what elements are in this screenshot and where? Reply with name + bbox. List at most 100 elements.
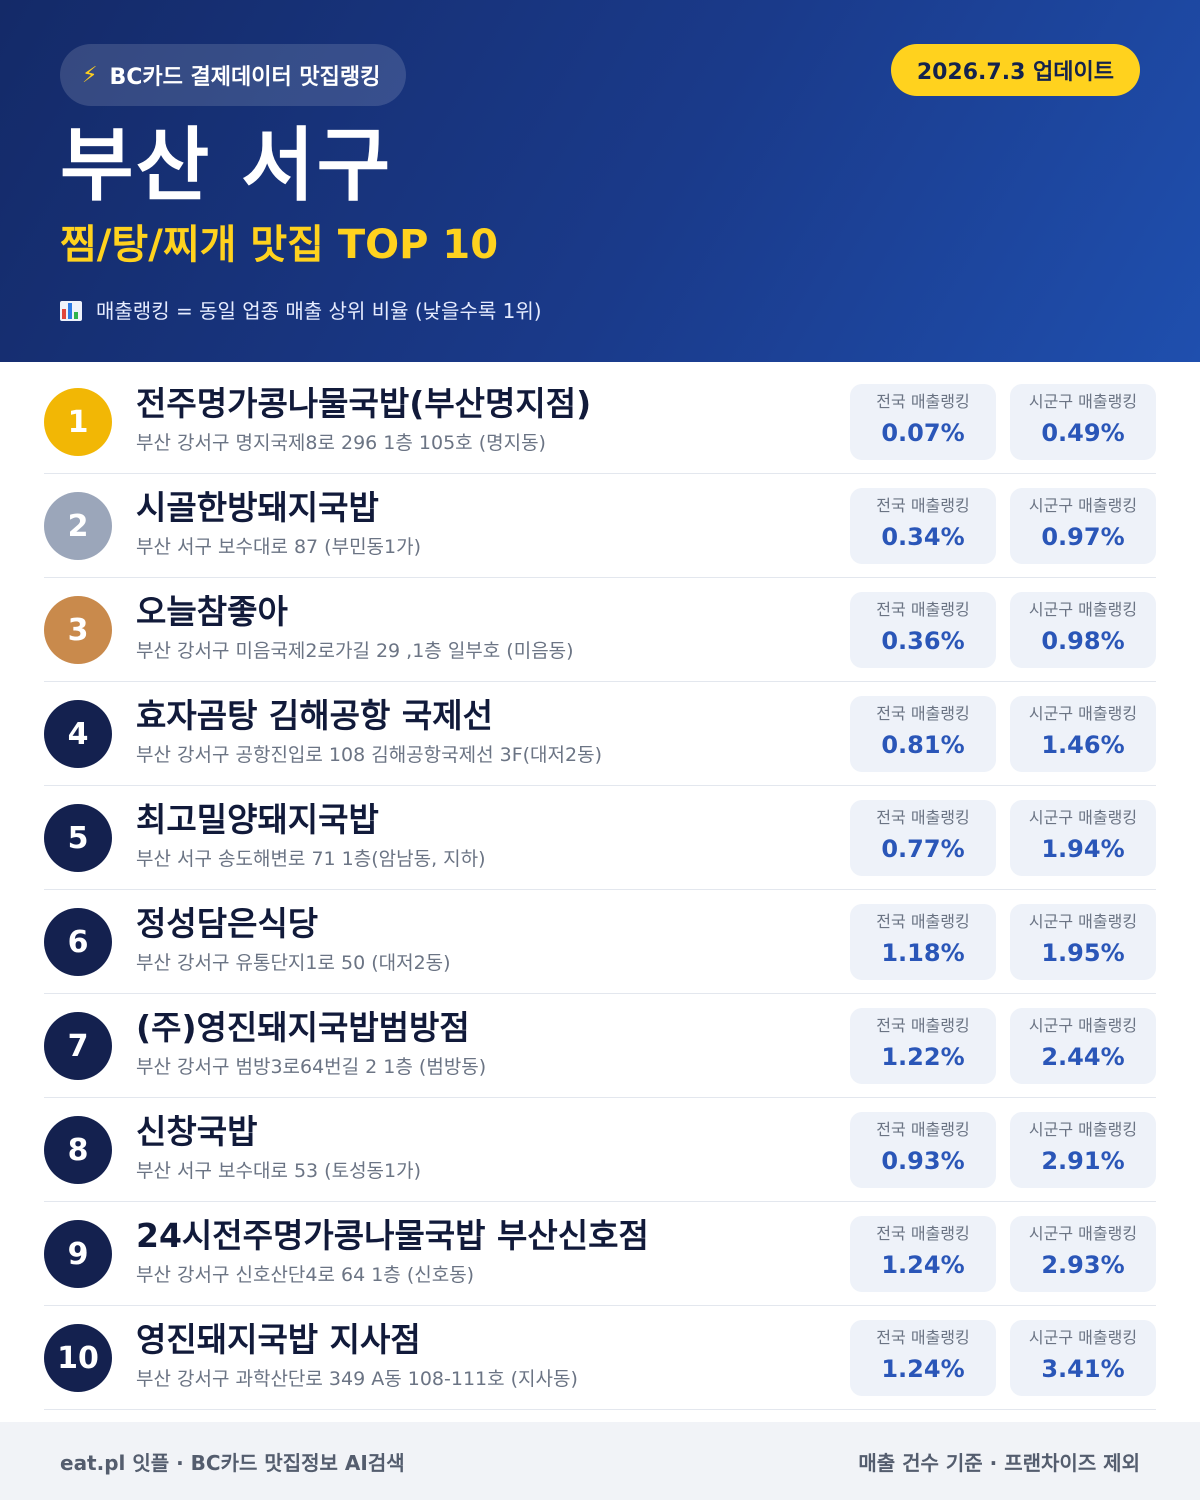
header-banner: ⚡ BC카드 결제데이터 맛집랭킹 2026.7.3 업데이트 부산 서구 찜/… [0, 0, 1200, 362]
national-rank-label: 전국 매출랭킹 [876, 1328, 970, 1347]
restaurant-name[interactable]: 신창국밥 [136, 1112, 258, 1151]
page-title: 부산 서구 [60, 119, 393, 212]
restaurant-name[interactable]: 최고밀양돼지국밥 [136, 800, 379, 839]
national-rank-value: 0.93% [881, 1147, 965, 1175]
table-row[interactable]: 9 24시전주명가콩나물국밥 부산신호점 부산 강서구 신호산단4로 64 1층 (… [44, 1202, 1156, 1306]
local-rank-card: 시군구 매출랭킹 3.41% [1010, 1320, 1156, 1396]
national-rank-card: 전국 매출랭킹 0.36% [850, 592, 996, 668]
rank-badge: 9 [44, 1220, 112, 1288]
local-rank-card: 시군구 매출랭킹 2.93% [1010, 1216, 1156, 1292]
local-rank-label: 시군구 매출랭킹 [1028, 1328, 1138, 1347]
national-rank-label: 전국 매출랭킹 [876, 1016, 970, 1035]
restaurant-address: 부산 서구 송도해변로 71 1층(암남동, 지하) [136, 848, 486, 870]
local-rank-card: 시군구 매출랭킹 1.46% [1010, 696, 1156, 772]
restaurant-name[interactable]: 24시전주명가콩나물국밥 부산신호점 [136, 1216, 649, 1255]
national-rank-label: 전국 매출랭킹 [876, 1120, 970, 1139]
legend: 매출랭킹 = 동일 업종 매출 상위 비율 (낮을수록 1위) [60, 294, 542, 328]
rank-badge: 6 [44, 908, 112, 976]
rank-badge: 5 [44, 804, 112, 872]
national-rank-card: 전국 매출랭킹 1.24% [850, 1320, 996, 1396]
restaurant-address: 부산 강서구 명지국제8로 296 1층 105호 (명지동) [136, 432, 546, 454]
national-rank-label: 전국 매출랭킹 [876, 912, 970, 931]
national-rank-card: 전국 매출랭킹 1.18% [850, 904, 996, 980]
local-rank-card: 시군구 매출랭킹 0.49% [1010, 384, 1156, 460]
rank-badge: 2 [44, 492, 112, 560]
bar-chart-icon [60, 301, 82, 321]
national-rank-value: 0.07% [881, 419, 965, 447]
local-rank-label: 시군구 매출랭킹 [1028, 1016, 1138, 1035]
national-rank-value: 1.22% [881, 1043, 965, 1071]
table-row[interactable]: 1 전주명가콩나물국밥(부산명지점) 부산 강서구 명지국제8로 296 1층 10… [44, 370, 1156, 474]
national-rank-label: 전국 매출랭킹 [876, 808, 970, 827]
national-rank-label: 전국 매출랭킹 [876, 1224, 970, 1243]
local-rank-label: 시군구 매출랭킹 [1028, 496, 1138, 515]
local-rank-card: 시군구 매출랭킹 0.97% [1010, 488, 1156, 564]
local-rank-card: 시군구 매출랭킹 1.94% [1010, 800, 1156, 876]
national-rank-card: 전국 매출랭킹 1.22% [850, 1008, 996, 1084]
restaurant-address: 부산 강서구 유통단지1로 50 (대저2동) [136, 952, 451, 974]
national-rank-card: 전국 매출랭킹 1.24% [850, 1216, 996, 1292]
rank-badge: 7 [44, 1012, 112, 1080]
local-rank-value: 2.91% [1041, 1147, 1125, 1175]
local-rank-card: 시군구 매출랭킹 2.91% [1010, 1112, 1156, 1188]
restaurant-name[interactable]: 전주명가콩나물국밥(부산명지점) [136, 384, 592, 423]
national-rank-label: 전국 매출랭킹 [876, 704, 970, 723]
restaurant-address: 부산 강서구 미음국제2로가길 29 ,1층 일부호 (미음동) [136, 640, 574, 662]
restaurant-name[interactable]: 효자곰탕 김해공항 국제선 [136, 696, 493, 735]
rank-badge: 4 [44, 700, 112, 768]
restaurant-address: 부산 강서구 범방3로64번길 2 1층 (범방동) [136, 1056, 487, 1078]
source-pill: ⚡ BC카드 결제데이터 맛집랭킹 [60, 44, 407, 106]
rank-badge: 8 [44, 1116, 112, 1184]
local-rank-value: 1.94% [1041, 835, 1125, 863]
national-rank-value: 1.24% [881, 1251, 965, 1279]
footer-left: eat.pl 잇플 · BC카드 맛집정보 AI검색 [60, 1450, 405, 1475]
restaurant-name[interactable]: (주)영진돼지국밥범방점 [136, 1008, 470, 1047]
local-rank-label: 시군구 매출랭킹 [1028, 392, 1138, 411]
update-badge: 2026.7.3 업데이트 [890, 44, 1140, 96]
restaurant-address: 부산 서구 보수대로 53 (토성동1가) [136, 1160, 422, 1182]
local-rank-value: 1.95% [1041, 939, 1125, 967]
national-rank-label: 전국 매출랭킹 [876, 496, 970, 515]
local-rank-value: 2.44% [1041, 1043, 1125, 1071]
page-subtitle: 찜/탕/찌개 맛집 TOP 10 [60, 222, 499, 268]
local-rank-label: 시군구 매출랭킹 [1028, 704, 1138, 723]
local-rank-label: 시군구 매출랭킹 [1028, 912, 1138, 931]
table-row[interactable]: 10 영진돼지국밥 지사점 부산 강서구 과학산단로 349 A동 108-111호… [44, 1306, 1156, 1410]
national-rank-value: 0.77% [881, 835, 965, 863]
local-rank-value: 0.49% [1041, 419, 1125, 447]
local-rank-label: 시군구 매출랭킹 [1028, 1120, 1138, 1139]
local-rank-card: 시군구 매출랭킹 1.95% [1010, 904, 1156, 980]
local-rank-card: 시군구 매출랭킹 0.98% [1010, 592, 1156, 668]
restaurant-name[interactable]: 영진돼지국밥 지사점 [136, 1320, 421, 1359]
national-rank-card: 전국 매출랭킹 0.34% [850, 488, 996, 564]
local-rank-value: 0.97% [1041, 523, 1125, 551]
restaurant-name[interactable]: 정성담은식당 [136, 904, 319, 943]
local-rank-label: 시군구 매출랭킹 [1028, 1224, 1138, 1243]
national-rank-label: 전국 매출랭킹 [876, 600, 970, 619]
restaurant-address: 부산 서구 보수대로 87 (부민동1가) [136, 536, 422, 558]
national-rank-label: 전국 매출랭킹 [876, 392, 970, 411]
national-rank-card: 전국 매출랭킹 0.93% [850, 1112, 996, 1188]
source-label: BC카드 결제데이터 맛집랭킹 [109, 65, 381, 90]
local-rank-label: 시군구 매출랭킹 [1028, 600, 1138, 619]
restaurant-name[interactable]: 오늘참좋아 [136, 592, 288, 631]
national-rank-card: 전국 매출랭킹 0.81% [850, 696, 996, 772]
national-rank-value: 0.36% [881, 627, 965, 655]
restaurant-address: 부산 강서구 공항진입로 108 김해공항국제선 3F(대저2동) [136, 744, 602, 766]
national-rank-value: 0.81% [881, 731, 965, 759]
restaurant-name[interactable]: 시골한방돼지국밥 [136, 488, 379, 527]
ranking-list: 1 전주명가콩나물국밥(부산명지점) 부산 강서구 명지국제8로 296 1층 10… [44, 370, 1156, 1410]
footer-right: 매출 건수 기준 · 프랜차이즈 제외 [858, 1450, 1140, 1475]
local-rank-label: 시군구 매출랭킹 [1028, 808, 1138, 827]
national-rank-value: 1.18% [881, 939, 965, 967]
rank-badge: 3 [44, 596, 112, 664]
national-rank-card: 전국 매출랭킹 0.07% [850, 384, 996, 460]
local-rank-value: 1.46% [1041, 731, 1125, 759]
